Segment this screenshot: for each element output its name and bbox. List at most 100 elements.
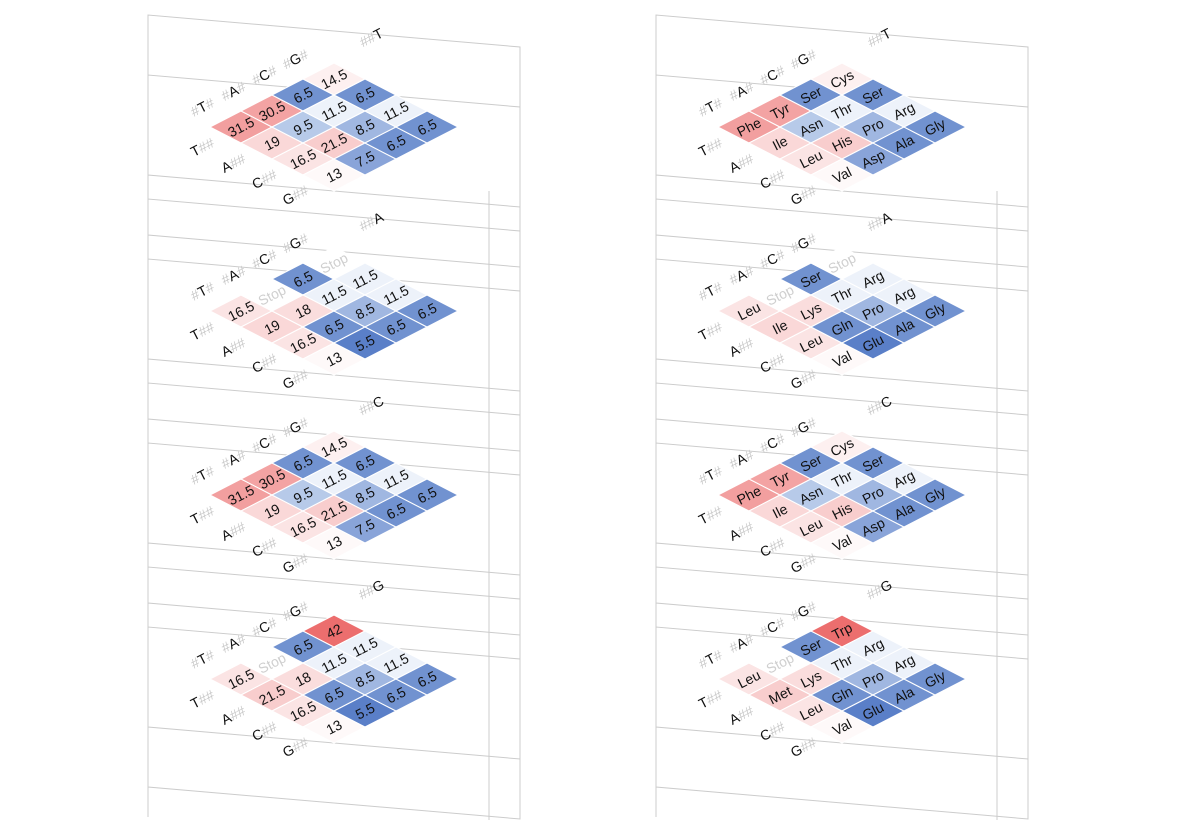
row-label: A## bbox=[727, 702, 757, 728]
heatmap-cells: 31.530.56.514.5199.511.56.516.521.58.511… bbox=[208, 62, 968, 744]
row-label: G## bbox=[788, 366, 819, 392]
column-label: #G# bbox=[788, 230, 819, 256]
row-label: A## bbox=[219, 334, 249, 360]
column-label: #G# bbox=[280, 414, 311, 440]
column-label: #T# bbox=[696, 462, 725, 487]
cell-label: 8.5 bbox=[353, 299, 378, 322]
layer-plane-base bbox=[655, 442, 1029, 636]
row-label: G## bbox=[280, 550, 311, 576]
row-label: T## bbox=[696, 318, 725, 343]
layer-plane-base bbox=[147, 258, 521, 452]
cell-label: 19 bbox=[261, 132, 282, 153]
layer-label: ##G bbox=[864, 576, 895, 602]
column-label: #C# bbox=[249, 614, 279, 640]
cell-label: 18 bbox=[292, 668, 313, 689]
row-label: C## bbox=[249, 718, 279, 744]
cell-label: 6.5 bbox=[291, 267, 316, 290]
column-label: #A# bbox=[727, 446, 757, 472]
cell-label: 5.5 bbox=[353, 699, 378, 722]
layer-plane-outline bbox=[655, 14, 1029, 208]
column-label: #A# bbox=[219, 262, 249, 288]
layer-plane-base bbox=[655, 74, 1029, 268]
column-label: #C# bbox=[757, 430, 787, 456]
row-label: T## bbox=[188, 134, 217, 159]
cell-label: 6.5 bbox=[415, 299, 440, 322]
layer-plane-outline bbox=[147, 14, 521, 208]
row-label: C## bbox=[249, 534, 279, 560]
cell-label: 8.5 bbox=[353, 115, 378, 138]
heatmap-cell bbox=[902, 294, 968, 328]
cell-label: Val bbox=[830, 716, 854, 739]
column-label: #C# bbox=[757, 62, 787, 88]
layer-frames bbox=[147, 14, 1029, 820]
cell-label: 6.5 bbox=[322, 683, 347, 706]
layer-plane-outline bbox=[147, 198, 521, 392]
layer-plane-outline bbox=[655, 566, 1029, 760]
layer-plane-base bbox=[147, 74, 521, 268]
column-label: #G# bbox=[280, 230, 311, 256]
column-label: #G# bbox=[788, 598, 819, 624]
row-label: G## bbox=[788, 734, 819, 760]
heatmap-cell bbox=[902, 110, 968, 144]
column-label: #T# bbox=[188, 646, 217, 671]
cell-label: Ile bbox=[770, 500, 791, 521]
column-label: #A# bbox=[727, 78, 757, 104]
cell-label: 5.5 bbox=[353, 331, 378, 354]
cell-label: 19 bbox=[261, 500, 282, 521]
layer-plane-outline bbox=[655, 382, 1029, 576]
row-label: T## bbox=[188, 686, 217, 711]
column-label: #A# bbox=[219, 630, 249, 656]
column-label: #G# bbox=[788, 414, 819, 440]
row-label: T## bbox=[696, 134, 725, 159]
row-label: T## bbox=[188, 318, 217, 343]
row-label: C## bbox=[757, 534, 787, 560]
column-label: #A# bbox=[219, 446, 249, 472]
row-label: A## bbox=[727, 150, 757, 176]
heatmap-cell bbox=[394, 662, 460, 696]
heatmap-cell bbox=[394, 110, 460, 144]
row-label: A## bbox=[727, 334, 757, 360]
row-label: G## bbox=[788, 182, 819, 208]
cell-label: 13 bbox=[323, 532, 344, 553]
row-label: G## bbox=[280, 366, 311, 392]
cell-label: 6.5 bbox=[384, 131, 409, 154]
heatmap-cell bbox=[394, 478, 460, 512]
column-label: #G# bbox=[788, 46, 819, 72]
cell-label: 6.5 bbox=[353, 83, 378, 106]
column-label: #C# bbox=[249, 62, 279, 88]
heatmap-cell bbox=[394, 294, 460, 328]
row-label: C## bbox=[757, 718, 787, 744]
cell-label: 6.5 bbox=[322, 315, 347, 338]
row-label: A## bbox=[727, 518, 757, 544]
cell-label: Ile bbox=[770, 316, 791, 337]
row-label: C## bbox=[757, 350, 787, 376]
column-label: #T# bbox=[188, 278, 217, 303]
cell-label: 7.5 bbox=[353, 147, 378, 170]
cell-label: 6.5 bbox=[291, 635, 316, 658]
row-label: C## bbox=[249, 166, 279, 192]
layer-plane-base bbox=[655, 258, 1029, 452]
layer-label: ##A bbox=[864, 208, 894, 234]
cell-label: Val bbox=[830, 532, 854, 555]
row-label: A## bbox=[219, 150, 249, 176]
cell-label: Val bbox=[830, 348, 854, 371]
column-label: #T# bbox=[696, 646, 725, 671]
layer-label: ##T bbox=[865, 25, 894, 50]
row-label: T## bbox=[696, 502, 725, 527]
row-label: A## bbox=[219, 518, 249, 544]
cell-label: 42 bbox=[323, 620, 344, 641]
cell-label: 8.5 bbox=[353, 667, 378, 690]
cell-label: 9.5 bbox=[291, 483, 316, 506]
column-label: #T# bbox=[696, 278, 725, 303]
column-label: #C# bbox=[757, 614, 787, 640]
row-label: G## bbox=[280, 734, 311, 760]
cell-label: 9.5 bbox=[291, 115, 316, 138]
cell-label: 6.5 bbox=[384, 683, 409, 706]
row-label: T## bbox=[188, 502, 217, 527]
cell-label: 6.5 bbox=[384, 315, 409, 338]
cell-label: Ile bbox=[770, 132, 791, 153]
column-label: #T# bbox=[188, 94, 217, 119]
cell-label: 6.5 bbox=[291, 83, 316, 106]
layer-plane-outline bbox=[655, 198, 1029, 392]
